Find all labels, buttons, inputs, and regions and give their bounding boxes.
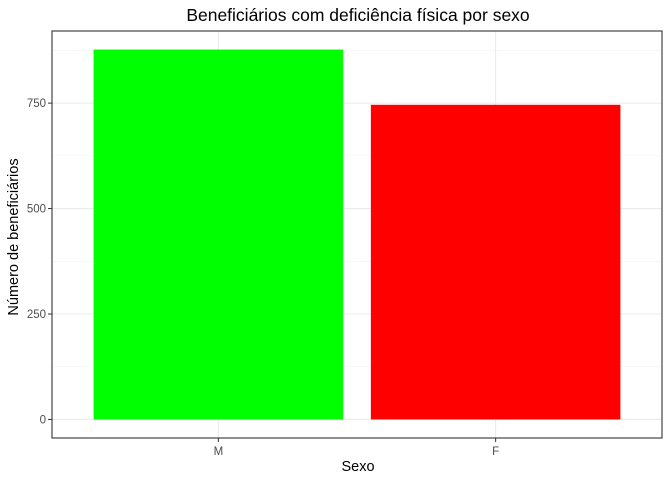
y-axis-label: Número de beneficiários (6, 158, 22, 315)
y-axis: 0 250 500 750 (27, 98, 52, 426)
chart-title: Beneficiários com deficiência física por… (186, 5, 529, 25)
x-tick-label: F (492, 446, 499, 458)
y-tick-label: 0 (40, 414, 46, 426)
x-tick-label: M (214, 446, 224, 458)
x-axis-label: Sexo (341, 459, 374, 475)
y-tick-label: 250 (27, 309, 46, 321)
y-tick-label: 750 (27, 98, 46, 110)
bar-f (370, 104, 621, 420)
y-tick-label: 500 (27, 204, 46, 216)
panel-border (51, 30, 663, 439)
bars (93, 49, 621, 420)
bar-m (93, 49, 344, 420)
